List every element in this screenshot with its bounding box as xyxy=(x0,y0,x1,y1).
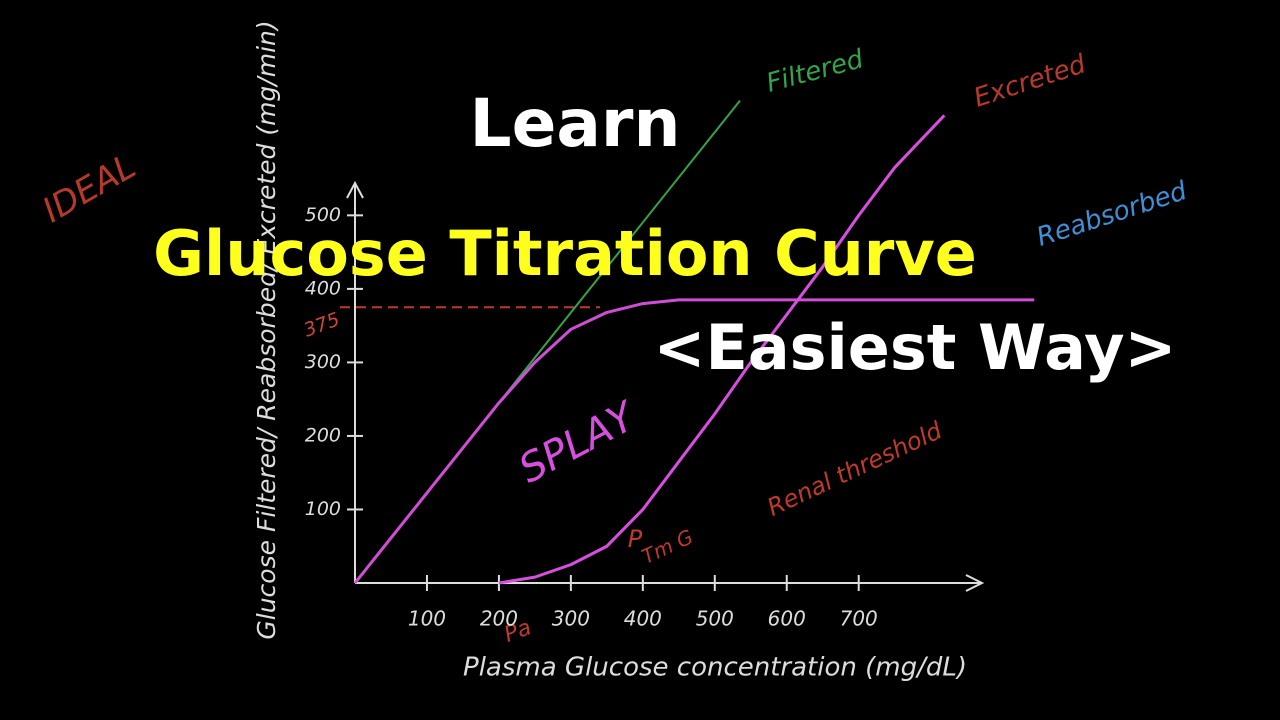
x-tick-label: 500 xyxy=(696,607,734,631)
subtitle: Glucose Titration Curve xyxy=(153,217,977,290)
x-tick-label: 100 xyxy=(408,607,446,631)
x-axis-arrow xyxy=(965,574,985,592)
y-axis-arrow xyxy=(346,180,364,199)
y-tick-label: 500 xyxy=(305,204,341,226)
x-tick-label: 200 xyxy=(480,607,518,631)
y-axis-label: Glucose Filtered/ Reabsorbed/ Excreted (… xyxy=(252,20,281,639)
x-tick-label: 600 xyxy=(768,607,806,631)
series-label: Reabsorbed xyxy=(1033,176,1191,253)
threshold-label: 375 xyxy=(301,308,343,341)
y-tick-label: 400 xyxy=(305,277,341,299)
series-label: Excreted xyxy=(970,49,1090,113)
annotation: IDEAL xyxy=(36,146,143,231)
tagline: <Easiest Way> xyxy=(654,311,1177,384)
annotation: P xyxy=(628,525,643,553)
x-tick-label: 400 xyxy=(624,607,662,631)
y-tick-label: 100 xyxy=(305,498,341,520)
y-tick-label: 300 xyxy=(305,351,341,373)
title: Learn xyxy=(470,85,681,162)
series-label: Filtered xyxy=(763,44,867,99)
series-line xyxy=(498,114,946,585)
annotation: Renal threshold xyxy=(763,416,947,522)
series-line xyxy=(353,298,1035,584)
x-axis-label: Plasma Glucose concentration (mg/dL) xyxy=(463,653,967,683)
x-tick-label: 700 xyxy=(840,607,878,631)
y-tick-label: 200 xyxy=(305,424,341,446)
x-tick-label: 300 xyxy=(552,607,590,631)
annotation: SPLAY xyxy=(512,392,646,492)
annotation: Tm G xyxy=(638,524,697,568)
